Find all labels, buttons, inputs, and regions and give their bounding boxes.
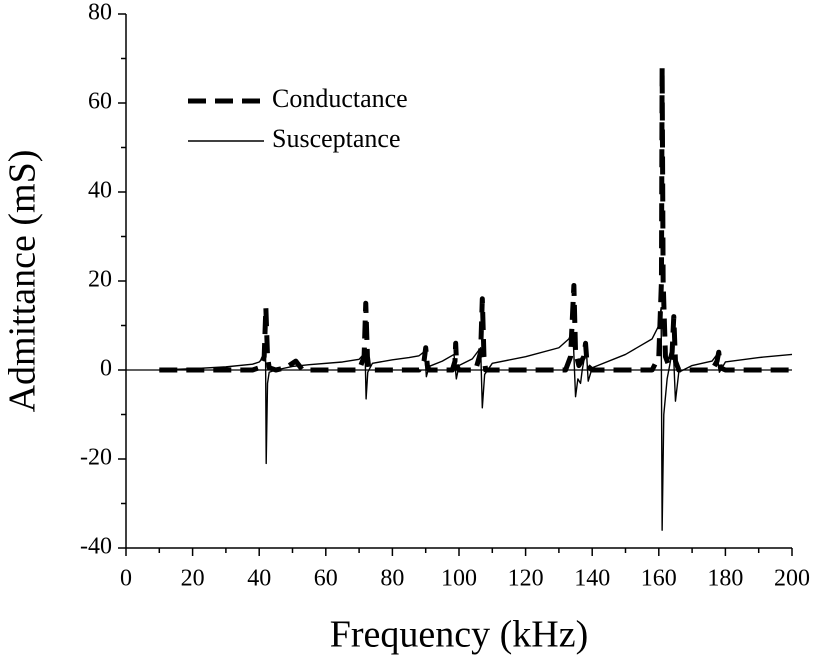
x-tick-label: 80 [380, 566, 404, 592]
x-axis-title: Frequency (kHz) [330, 614, 589, 656]
line-series [159, 64, 792, 373]
x-tick-label: 40 [247, 566, 271, 592]
y-tick-label: -20 [80, 445, 112, 471]
x-tick-label: 200 [774, 566, 810, 592]
y-tick-label: 40 [88, 178, 112, 204]
y-tick-label: 60 [88, 89, 112, 115]
x-tick-label: 60 [314, 566, 338, 592]
y-tick-label: 0 [100, 356, 112, 382]
x-tick-label: 20 [181, 566, 205, 592]
y-tick-label: 80 [88, 0, 112, 26]
y-tick-label: 20 [88, 267, 112, 293]
x-tick-label: 180 [707, 566, 743, 592]
x-tick-label: 140 [574, 566, 610, 592]
x-tick-label: 0 [120, 566, 132, 592]
y-tick-label: -40 [80, 534, 112, 560]
legend-label: Conductance [272, 84, 408, 113]
x-tick-label: 100 [441, 566, 477, 592]
y-axis-title: Admittance (mS) [2, 150, 44, 413]
x-tick-label: 120 [508, 566, 544, 592]
legend-label: Susceptance [272, 124, 401, 153]
x-tick-label: 160 [641, 566, 677, 592]
line-series [159, 307, 793, 531]
